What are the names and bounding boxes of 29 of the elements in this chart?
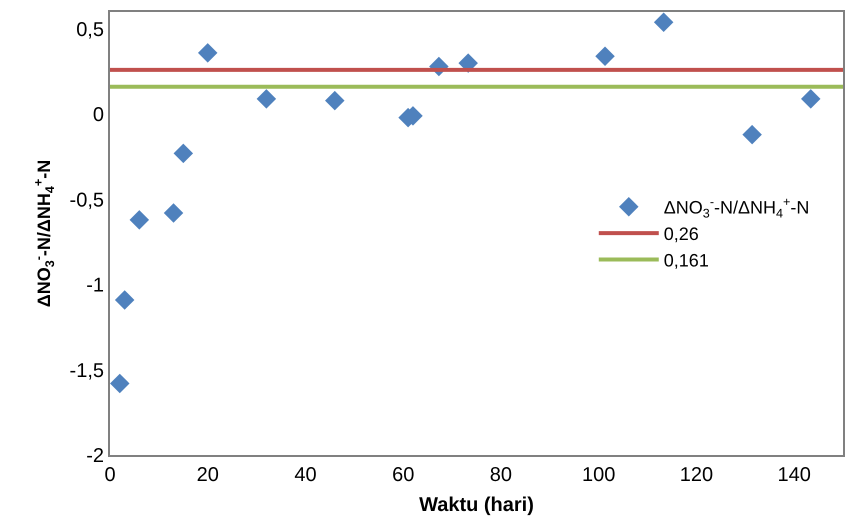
point xyxy=(654,12,674,32)
y-tick-label: -1 xyxy=(86,274,104,297)
point xyxy=(110,374,130,394)
point xyxy=(742,124,762,144)
y-tick-label: -0,5 xyxy=(70,189,104,212)
point xyxy=(164,203,184,223)
point xyxy=(174,144,194,164)
y-tick-label: -1,5 xyxy=(70,360,104,382)
y-tick-label: 0,5 xyxy=(76,19,104,42)
x-tick-label: 120 xyxy=(680,464,714,486)
x-tick-label: 100 xyxy=(582,464,616,486)
x-axis-title: Waktu (hari) xyxy=(419,494,534,516)
point xyxy=(130,210,150,230)
legend-label: 0,26 xyxy=(664,224,699,244)
x-tick-label: 60 xyxy=(392,464,414,486)
point xyxy=(256,89,276,109)
x-tick-label: 20 xyxy=(196,464,219,486)
x-tick-label: 40 xyxy=(294,464,317,486)
point xyxy=(595,46,615,66)
y-tick-label: 0 xyxy=(92,104,104,126)
point xyxy=(801,89,820,109)
y-tick-label: -2 xyxy=(86,445,104,467)
point xyxy=(325,90,345,110)
x-tick-label: 140 xyxy=(777,464,811,486)
legend-label: ΔNO$_{3}$$^{-}$-N/ΔNH$_{4}$$^{+}$-N xyxy=(664,195,810,220)
point xyxy=(114,290,134,310)
legend-label: 0,161 xyxy=(664,250,709,271)
x-tick-label: 80 xyxy=(490,464,512,486)
point xyxy=(198,43,218,63)
